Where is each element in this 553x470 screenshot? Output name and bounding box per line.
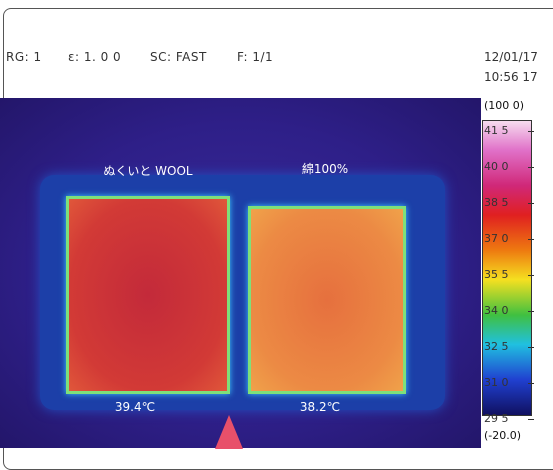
scale-tick: 35 5 (484, 268, 524, 281)
arrow (215, 415, 243, 449)
sample-label: 綿100% (245, 160, 405, 177)
cotton-sample (248, 206, 406, 394)
temperature-label: 38.2℃ (240, 400, 400, 414)
scale-tick: 29 5 (484, 412, 524, 425)
scale-tick: 31 0 (484, 376, 524, 389)
sample-label: ぬくいと WOOL (68, 162, 228, 179)
status: ε: 1. 0 0 (68, 50, 121, 64)
scale-tick: 37 0 (484, 232, 524, 245)
scale-min: (-20.0) (484, 429, 521, 442)
status: RG: 1 (6, 50, 42, 64)
wool-sample (66, 196, 230, 394)
scale-max: (100 0) (484, 99, 524, 112)
date: 12/01/17 (484, 50, 538, 64)
page: RG: 1 ε: 1. 0 0 SC: FAST F: 1/1 12/01/17… (0, 0, 553, 448)
thermal-image: ぬくいと WOOL 綿100% 39.4℃ 38.2℃ (0, 98, 481, 448)
scale-tick: 40 0 (484, 160, 524, 173)
status: F: 1/1 (237, 50, 273, 64)
scale-tick: 38 5 (484, 196, 524, 209)
status: SC: FAST (150, 50, 207, 64)
scale-tick: 32 5 (484, 340, 524, 353)
time: 10:56 17 (484, 70, 538, 84)
scale-tick: 34 0 (484, 304, 524, 317)
scale-tick: 41 5 (484, 124, 524, 137)
temperature-label: 39.4℃ (55, 400, 215, 414)
